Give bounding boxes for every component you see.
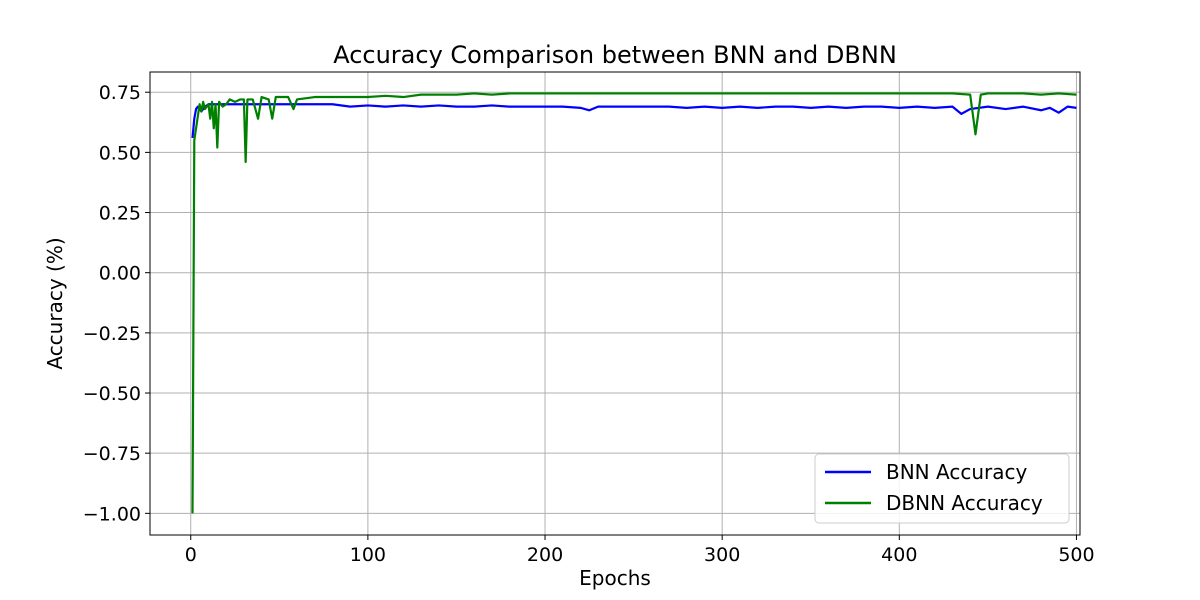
y-tick-label: −1.00 (83, 503, 141, 525)
x-tick-label: 200 (527, 544, 563, 566)
legend-box (814, 453, 1070, 524)
y-tick-label: −0.75 (83, 443, 141, 465)
x-tick-label: 300 (704, 544, 740, 566)
legend-label-2: DBNN Accuracy (886, 491, 1043, 515)
legend-label-1: BNN Accuracy (886, 460, 1027, 484)
tick-layer: 0 100 200 300 400 500 −1.00 −0.75 −0.50 −0.25 0.00… (83, 82, 1095, 566)
y-tick-label: 0.00 (99, 263, 141, 285)
x-tick-label: 0 (185, 544, 197, 566)
x-tick-label: 500 (1058, 544, 1094, 566)
legend: BNN Accuracy DBNN Accuracy (814, 453, 1070, 524)
series-line-1 (191, 103, 1077, 139)
series-layer (191, 92, 1077, 514)
x-tick-label: 100 (350, 544, 386, 566)
chart-title: Accuracy Comparison between BNN and DBNN (333, 41, 897, 69)
y-tick-label: 0.25 (99, 203, 141, 225)
y-tick-label: −0.50 (83, 383, 141, 405)
plot-frame (149, 71, 1081, 536)
x-tick-label: 400 (881, 544, 917, 566)
y-axis-label: Accuracy (%) (43, 237, 67, 369)
y-tick-label: 0.75 (99, 82, 141, 104)
grid-layer (150, 72, 1080, 535)
series-line-2 (191, 92, 1077, 514)
y-tick-label: −0.25 (83, 323, 141, 345)
x-axis-label: Epochs (579, 566, 651, 590)
y-tick-label: 0.50 (99, 142, 141, 164)
